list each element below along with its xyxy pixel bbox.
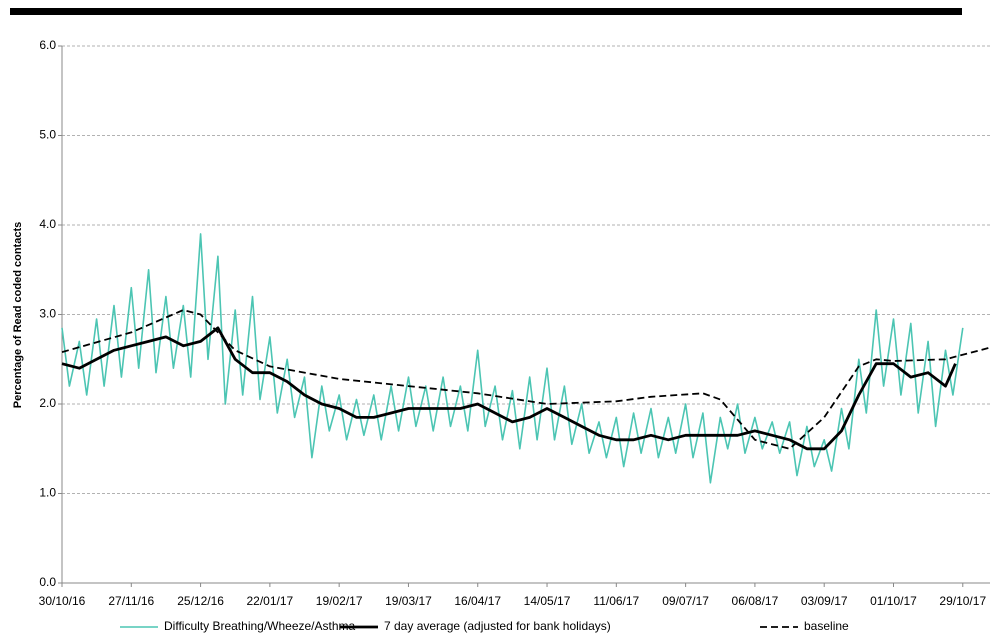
x-tick-label: 25/12/16 (177, 594, 224, 608)
x-tick-label: 22/01/17 (247, 594, 294, 608)
series-line (61, 233, 964, 484)
y-tick-label: 3.0 (39, 307, 56, 321)
x-tick-label: 19/02/17 (316, 594, 363, 608)
x-tick-label: 06/08/17 (732, 594, 779, 608)
x-tick-label: 29/10/17 (939, 594, 986, 608)
x-tick-label: 16/04/17 (454, 594, 501, 608)
y-tick-label: 1.0 (39, 486, 56, 500)
legend-label: 7 day average (adjusted for bank holiday… (384, 619, 611, 633)
legend-label: baseline (804, 619, 849, 633)
series-line (61, 309, 991, 450)
x-tick-label: 27/11/16 (108, 594, 154, 608)
legend-label: Difficulty Breathing/Wheeze/Asthma (164, 619, 356, 633)
series-line (61, 326, 957, 451)
y-tick-label: 2.0 (39, 396, 56, 410)
y-tick-label: 6.0 (39, 38, 56, 52)
y-tick-label: 4.0 (39, 217, 56, 231)
y-tick-label: 5.0 (39, 128, 56, 142)
y-axis-label: Percentage of Read coded contacts (12, 222, 24, 408)
x-tick-label: 14/05/17 (524, 594, 571, 608)
y-tick-label: 0.0 (39, 575, 56, 589)
x-tick-label: 30/10/16 (39, 594, 86, 608)
x-tick-label: 01/10/17 (870, 594, 917, 608)
x-tick-label: 09/07/17 (662, 594, 709, 608)
x-tick-label: 11/06/17 (593, 594, 639, 608)
x-tick-label: 03/09/17 (801, 594, 848, 608)
header-bar (10, 8, 962, 15)
x-tick-label: 19/03/17 (385, 594, 432, 608)
